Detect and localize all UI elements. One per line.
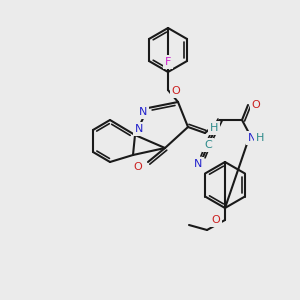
Text: C: C bbox=[204, 140, 212, 150]
Text: O: O bbox=[134, 162, 142, 172]
Text: O: O bbox=[172, 86, 180, 96]
Text: N: N bbox=[194, 159, 202, 169]
Text: N: N bbox=[135, 124, 143, 134]
Text: O: O bbox=[252, 100, 260, 110]
Text: H: H bbox=[256, 133, 264, 143]
Text: O: O bbox=[212, 215, 220, 225]
Text: F: F bbox=[165, 57, 171, 67]
Text: H: H bbox=[210, 123, 218, 133]
Text: N: N bbox=[248, 133, 256, 143]
Text: N: N bbox=[139, 107, 147, 117]
